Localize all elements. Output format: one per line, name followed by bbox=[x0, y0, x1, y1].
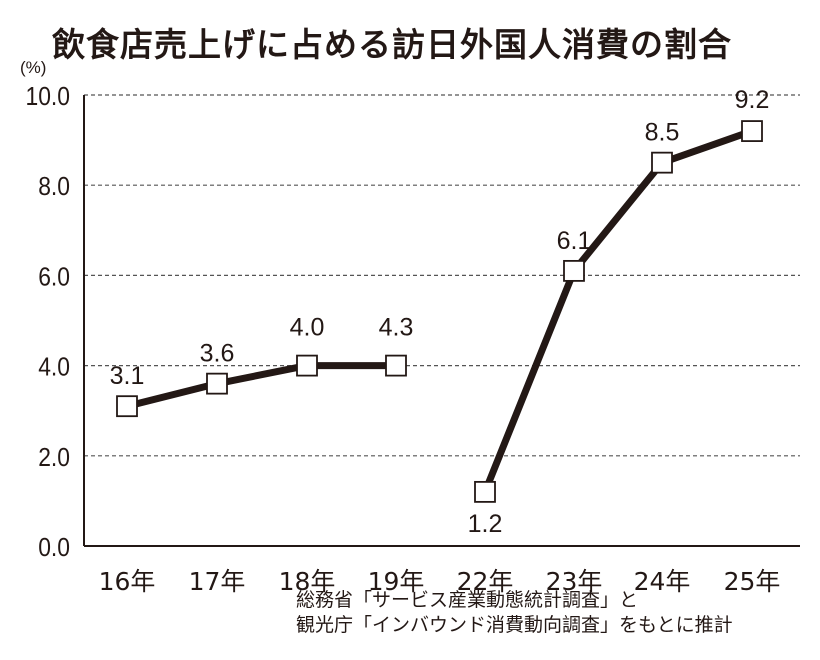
y-tick-label: 0.0 bbox=[38, 534, 70, 563]
data-label: 8.5 bbox=[645, 119, 680, 147]
x-tick-label: 22年 bbox=[457, 567, 514, 596]
source-line-1: 総務省「サービス産業動態統計調査」と bbox=[296, 589, 639, 611]
chart-title: 飲食店売上げに占める訪日外国人消費の割合 bbox=[52, 25, 732, 64]
x-tick-label: 24年 bbox=[634, 567, 691, 596]
source-line-2: 観光庁「インバウンド消費動向調査」をもとに推計 bbox=[296, 614, 733, 636]
data-label: 4.0 bbox=[290, 314, 325, 342]
y-tick-label: 8.0 bbox=[38, 173, 70, 202]
data-point-marker bbox=[206, 372, 228, 395]
data-label: 3.6 bbox=[200, 340, 235, 368]
x-tick-label: 18年 bbox=[279, 567, 336, 596]
y-tick-label: 6.0 bbox=[38, 263, 70, 292]
x-tick-label: 19年 bbox=[368, 567, 425, 596]
data-label: 6.1 bbox=[557, 227, 592, 255]
data-point-marker bbox=[296, 354, 318, 377]
data-point-marker bbox=[385, 354, 407, 377]
data-point-marker bbox=[741, 120, 763, 142]
y-tick-label: 2.0 bbox=[38, 444, 70, 473]
data-label: 3.1 bbox=[110, 362, 145, 390]
data-point-marker bbox=[474, 480, 496, 503]
y-axis-unit: (%) bbox=[20, 58, 47, 77]
x-tick-label: 25年 bbox=[724, 567, 781, 596]
data-label: 9.2 bbox=[735, 86, 770, 114]
source-note: 総務省「サービス産業動態統計調査」と 観光庁「インバウンド消費動向調査」をもとに… bbox=[296, 588, 733, 638]
data-point-marker bbox=[651, 151, 673, 174]
data-label: 4.3 bbox=[379, 314, 414, 342]
data-line bbox=[126, 362, 396, 410]
data-line bbox=[481, 127, 754, 494]
x-tick-label: 16年 bbox=[99, 567, 156, 596]
y-tick-label: 10.0 bbox=[26, 83, 70, 112]
x-tick-label: 23年 bbox=[546, 567, 603, 596]
y-tick-label: 4.0 bbox=[38, 353, 70, 382]
data-point-marker bbox=[116, 395, 138, 418]
x-tick-label: 17年 bbox=[189, 567, 246, 596]
data-label: 1.2 bbox=[468, 510, 503, 538]
data-point-marker bbox=[563, 259, 585, 282]
